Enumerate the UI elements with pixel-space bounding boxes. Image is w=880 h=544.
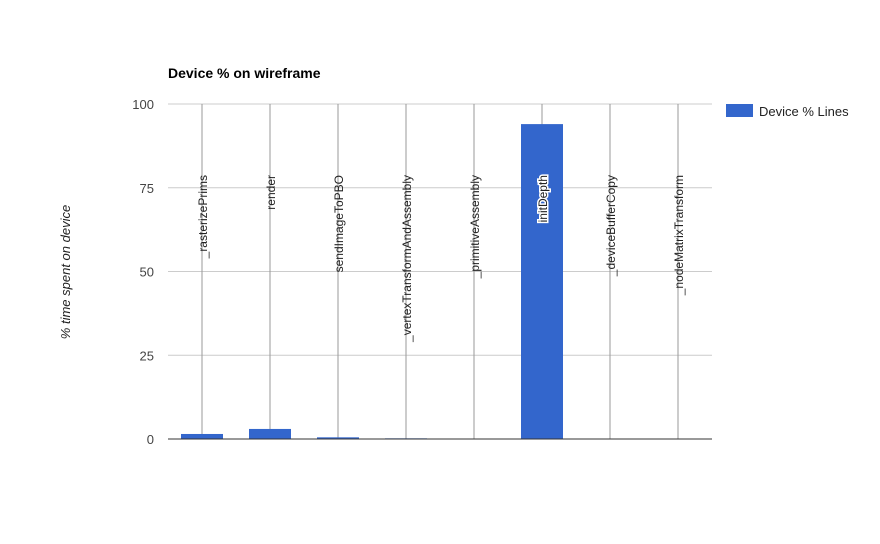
- y-tick-label: 0: [147, 432, 154, 447]
- bar: [317, 437, 359, 439]
- category-label: _deviceBufferCopy: [604, 175, 618, 277]
- legend-swatch: [726, 104, 753, 117]
- y-tick-label: 75: [140, 181, 154, 196]
- category-label: initDepth: [536, 175, 550, 222]
- y-axis-ticks: 0 25 50 75 100: [132, 97, 154, 447]
- bars: [181, 124, 699, 439]
- category-label: _rasterizePrims: [196, 175, 210, 259]
- y-tick-label: 100: [132, 97, 154, 112]
- category-label: _nodeMatrixTransform: [672, 175, 686, 296]
- legend: Device % Lines: [726, 104, 849, 119]
- y-tick-label: 50: [140, 265, 154, 280]
- gridlines: [168, 103, 712, 356]
- chart-title: Device % on wireframe: [168, 65, 321, 81]
- y-tick-label: 25: [140, 348, 154, 363]
- y-axis-label: % time spent on device: [58, 205, 73, 339]
- bar: [521, 124, 563, 439]
- category-labels: _rasterizePrims render sendImageToPBO _vert…: [196, 174, 686, 343]
- category-label: _vertexTransformAndAssembly: [400, 175, 414, 343]
- category-label: render: [264, 175, 278, 210]
- bar: [249, 428, 291, 439]
- category-label: _primitiveAssembly: [468, 175, 482, 279]
- category-label: sendImageToPBO: [332, 175, 346, 272]
- legend-label: Device % Lines: [759, 104, 849, 119]
- bar: [181, 433, 223, 439]
